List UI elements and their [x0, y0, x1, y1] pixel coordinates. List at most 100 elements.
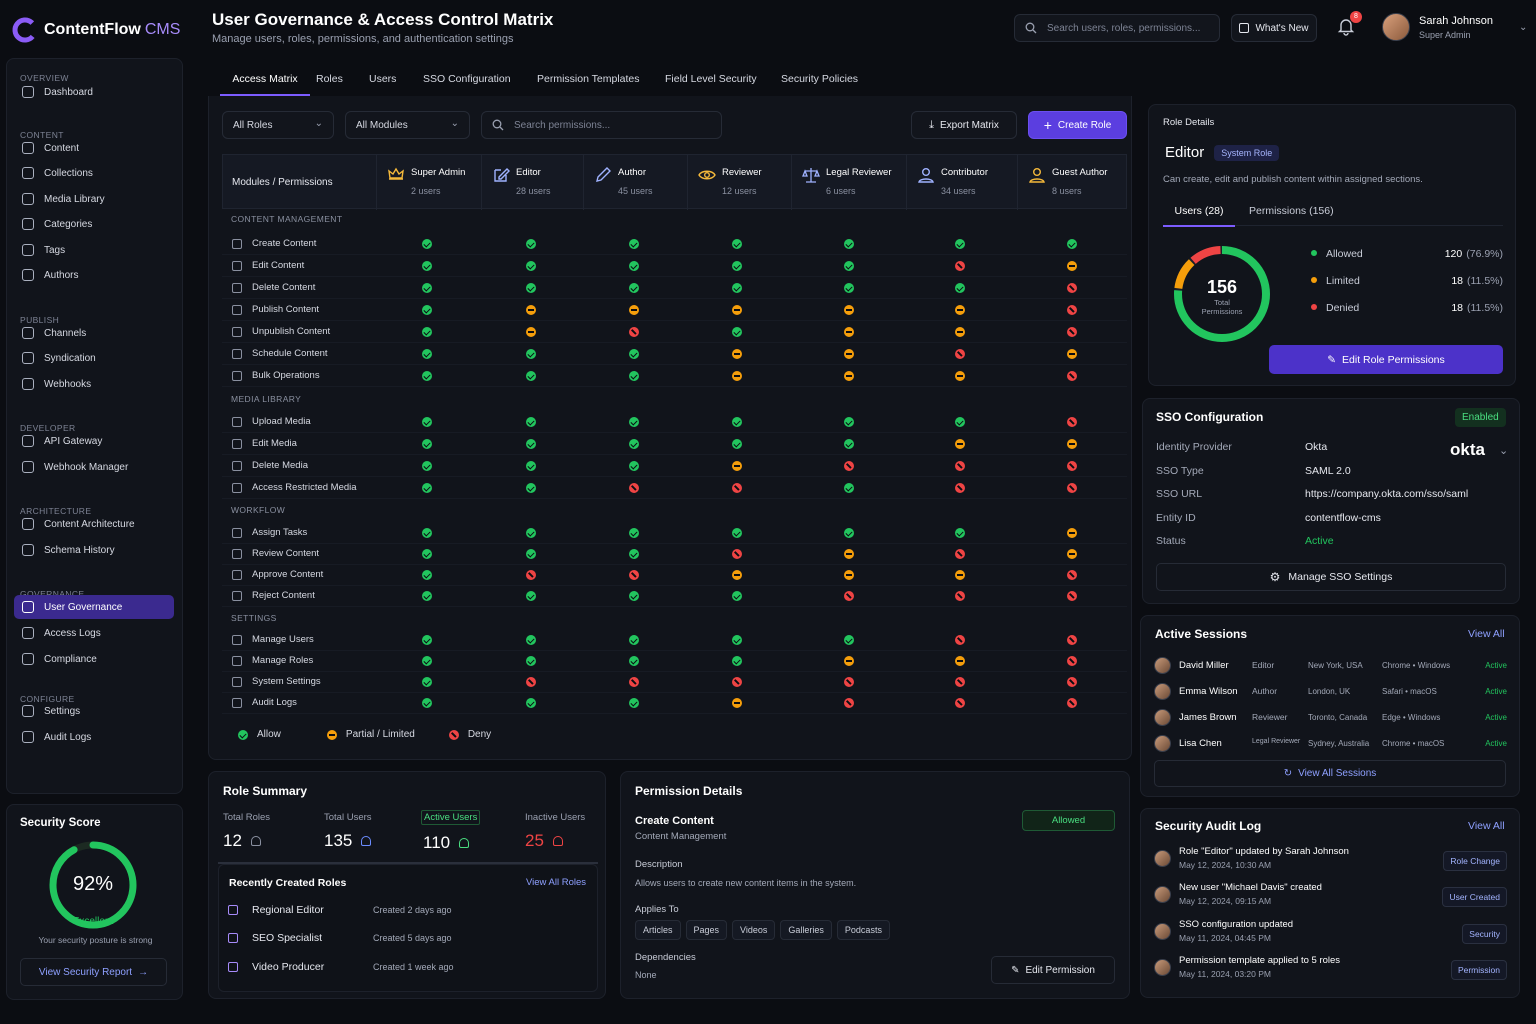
sidebar-item-categories[interactable]: Categories	[14, 212, 174, 236]
view-security-report-link[interactable]: View Security Report →	[20, 958, 167, 986]
deny-icon[interactable]	[526, 570, 536, 580]
deny-icon[interactable]	[955, 549, 965, 559]
deny-icon[interactable]	[955, 461, 965, 471]
sidebar-item-tags[interactable]: Tags	[14, 238, 174, 262]
allow-icon[interactable]	[732, 656, 742, 666]
allow-icon[interactable]	[629, 239, 639, 249]
tab-security-policies[interactable]: Security Policies	[781, 73, 859, 85]
allow-icon[interactable]	[629, 461, 639, 471]
partial-icon[interactable]	[844, 656, 854, 666]
allow-icon[interactable]	[422, 439, 432, 449]
allow-icon[interactable]	[422, 261, 432, 271]
allow-icon[interactable]	[732, 635, 742, 645]
deny-icon[interactable]	[844, 698, 854, 708]
sidebar-item-settings[interactable]: Settings	[14, 699, 174, 723]
allow-icon[interactable]	[732, 417, 742, 427]
allow-icon[interactable]	[526, 239, 536, 249]
sidebar-item-api-gateway[interactable]: API Gateway	[14, 429, 174, 453]
allow-icon[interactable]	[422, 283, 432, 293]
allow-icon[interactable]	[955, 239, 965, 249]
allow-icon[interactable]	[422, 239, 432, 249]
deny-icon[interactable]	[844, 461, 854, 471]
allow-icon[interactable]	[844, 439, 854, 449]
deny-icon[interactable]	[1067, 461, 1077, 471]
partial-icon[interactable]	[732, 570, 742, 580]
deny-icon[interactable]	[629, 327, 639, 337]
sidebar-item-audit-logs[interactable]: Audit Logs	[14, 725, 174, 749]
deny-icon[interactable]	[1067, 570, 1077, 580]
audit-view-all-link[interactable]: View All	[1468, 820, 1505, 832]
partial-icon[interactable]	[844, 570, 854, 580]
allow-icon[interactable]	[526, 283, 536, 293]
partial-icon[interactable]	[844, 327, 854, 337]
sidebar-item-access-logs[interactable]: Access Logs	[14, 621, 174, 645]
allow-icon[interactable]	[422, 570, 432, 580]
deny-icon[interactable]	[955, 591, 965, 601]
partial-icon[interactable]	[955, 656, 965, 666]
deny-icon[interactable]	[1067, 591, 1077, 601]
sessions-view-all-link[interactable]: View All	[1468, 628, 1505, 640]
allow-icon[interactable]	[732, 439, 742, 449]
deny-icon[interactable]	[1067, 698, 1077, 708]
allow-icon[interactable]	[844, 635, 854, 645]
whats-new-button[interactable]: What's New	[1231, 14, 1317, 42]
deny-icon[interactable]	[1067, 656, 1077, 666]
allow-icon[interactable]	[422, 417, 432, 427]
deny-icon[interactable]	[1067, 483, 1077, 493]
sidebar-item-syndication[interactable]: Syndication	[14, 346, 174, 370]
allow-icon[interactable]	[422, 305, 432, 315]
allow-icon[interactable]	[629, 371, 639, 381]
sidebar-item-media-library[interactable]: Media Library	[14, 187, 174, 211]
allow-icon[interactable]	[844, 528, 854, 538]
allow-icon[interactable]	[629, 528, 639, 538]
allow-icon[interactable]	[422, 483, 432, 493]
allow-icon[interactable]	[526, 349, 536, 359]
partial-icon[interactable]	[732, 349, 742, 359]
allow-icon[interactable]	[629, 349, 639, 359]
deny-icon[interactable]	[955, 677, 965, 687]
partial-icon[interactable]	[955, 439, 965, 449]
allow-icon[interactable]	[526, 656, 536, 666]
role-column-super-admin[interactable]: Super Admin 2 users	[376, 155, 481, 210]
sidebar-item-compliance[interactable]: Compliance	[14, 647, 174, 671]
audit-row[interactable]: SSO configuration updated May 11, 2024, 0…	[1154, 918, 1509, 952]
okta-logo[interactable]: okta ⌄	[1450, 440, 1508, 460]
allow-icon[interactable]	[629, 439, 639, 449]
partial-icon[interactable]	[629, 305, 639, 315]
partial-icon[interactable]	[1067, 349, 1077, 359]
tab-permission-templates[interactable]: Permission Templates	[537, 73, 640, 85]
session-row[interactable]: Lisa Chen Legal Reviewer Sydney, Australia…	[1154, 734, 1509, 754]
app-logo[interactable]: ContentFlow CMS	[12, 16, 180, 44]
allow-icon[interactable]	[955, 283, 965, 293]
sidebar-item-webhooks[interactable]: Webhooks	[14, 372, 174, 396]
allow-icon[interactable]	[526, 371, 536, 381]
role-column-author[interactable]: Author 45 users	[583, 155, 687, 210]
deny-icon[interactable]	[955, 483, 965, 493]
notifications-button[interactable]: 8	[1336, 11, 1362, 40]
allow-icon[interactable]	[526, 261, 536, 271]
deny-icon[interactable]	[629, 483, 639, 493]
partial-icon[interactable]	[955, 305, 965, 315]
tab-roles[interactable]: Roles	[316, 73, 343, 85]
sidebar-item-authors[interactable]: Authors	[14, 263, 174, 287]
allow-icon[interactable]	[732, 591, 742, 601]
allow-icon[interactable]	[422, 677, 432, 687]
allow-icon[interactable]	[732, 283, 742, 293]
allow-icon[interactable]	[629, 549, 639, 559]
allow-icon[interactable]	[422, 591, 432, 601]
partial-icon[interactable]	[1067, 528, 1077, 538]
deny-icon[interactable]	[955, 261, 965, 271]
allow-icon[interactable]	[732, 261, 742, 271]
deny-icon[interactable]	[1067, 305, 1077, 315]
tab-role-permissions[interactable]: Permissions (156)	[1249, 205, 1334, 217]
allow-icon[interactable]	[955, 417, 965, 427]
tab-sso-configuration[interactable]: SSO Configuration	[423, 73, 511, 85]
sidebar-item-content-architecture[interactable]: Content Architecture	[14, 512, 174, 536]
partial-icon[interactable]	[526, 327, 536, 337]
allow-icon[interactable]	[526, 417, 536, 427]
deny-icon[interactable]	[955, 349, 965, 359]
deny-icon[interactable]	[844, 591, 854, 601]
partial-icon[interactable]	[844, 549, 854, 559]
allow-icon[interactable]	[422, 371, 432, 381]
allow-icon[interactable]	[422, 327, 432, 337]
